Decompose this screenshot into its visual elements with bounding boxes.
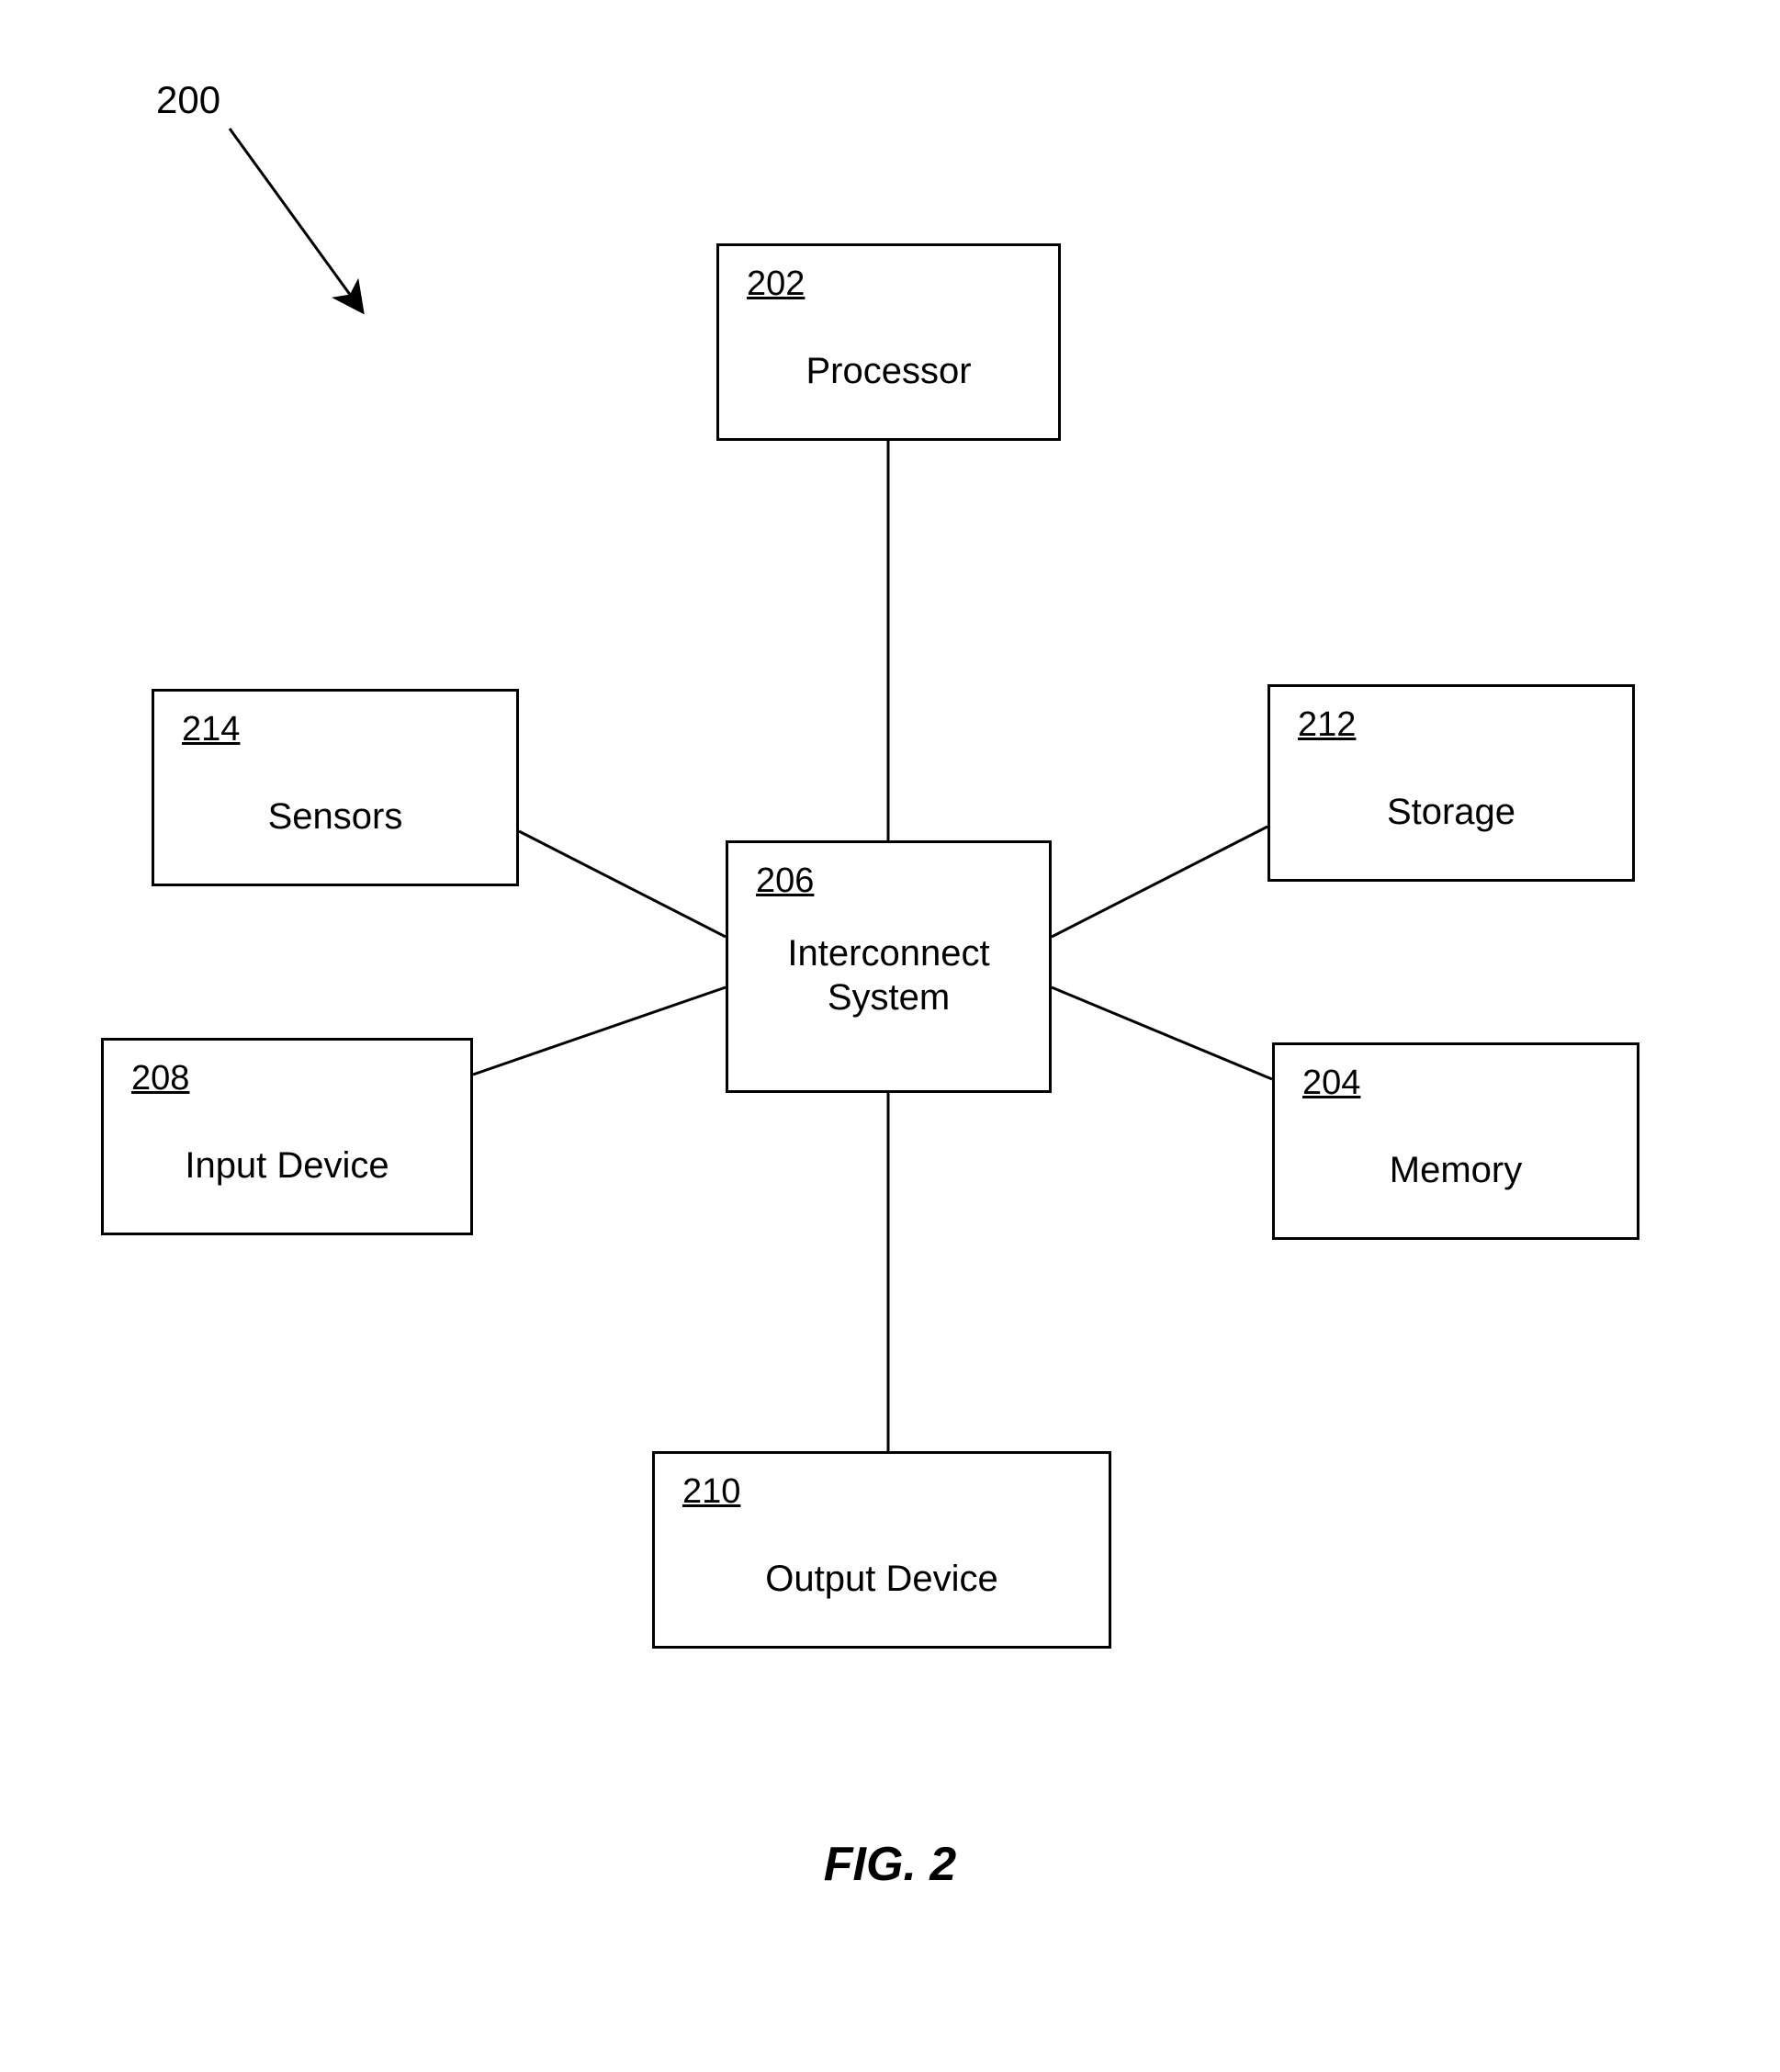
node-output: 210 Output Device (652, 1451, 1111, 1649)
node-input: 208 Input Device (101, 1038, 473, 1235)
node-sensors-label: Sensors (154, 794, 516, 839)
node-processor: 202 Processor (716, 243, 1061, 441)
node-processor-label: Processor (719, 349, 1058, 393)
diagram-stage: 200 202 Processor 206 InterconnectSystem 214… (0, 0, 1780, 2072)
node-output-ref: 210 (682, 1472, 740, 1512)
node-sensors: 214 Sensors (152, 689, 519, 886)
figure-label: FIG. 2 (0, 1837, 1780, 1892)
node-sensors-ref: 214 (182, 710, 240, 749)
node-memory-label: Memory (1275, 1148, 1637, 1192)
node-memory-ref: 204 (1302, 1064, 1360, 1103)
node-interconnect-label: InterconnectSystem (728, 931, 1049, 1019)
node-input-ref: 208 (131, 1059, 189, 1098)
node-storage-ref: 212 (1298, 705, 1356, 745)
node-output-label: Output Device (655, 1557, 1109, 1601)
node-storage-label: Storage (1270, 790, 1632, 834)
node-interconnect: 206 InterconnectSystem (726, 840, 1052, 1093)
node-interconnect-ref: 206 (756, 861, 814, 901)
node-input-label: Input Device (104, 1143, 470, 1188)
node-processor-ref: 202 (747, 265, 805, 304)
node-storage: 212 Storage (1267, 684, 1635, 882)
callout-ref-200: 200 (156, 78, 220, 122)
node-memory: 204 Memory (1272, 1042, 1639, 1240)
